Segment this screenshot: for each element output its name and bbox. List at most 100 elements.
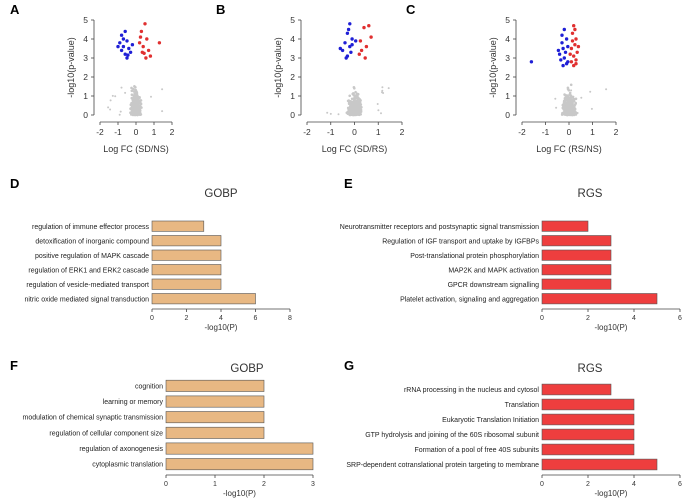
y-axis-label: -log10(p-value) (66, 37, 76, 98)
gray-point (352, 102, 356, 106)
bar (165, 442, 314, 455)
category-label: cognition (135, 383, 163, 390)
point-down (560, 41, 564, 45)
point-down (119, 48, 124, 53)
axes (513, 19, 617, 125)
x-tick-label: -1 (114, 127, 122, 137)
point-down (119, 33, 124, 37)
point-down (126, 53, 130, 57)
point-up (574, 37, 578, 41)
gray-point (134, 88, 137, 92)
gray-point (352, 94, 355, 97)
gray-point (111, 94, 114, 97)
gray-point (554, 97, 557, 100)
x-axis-label: Log FC (SD/RS) (322, 144, 388, 154)
point-down (556, 48, 561, 53)
point-down (350, 43, 354, 47)
point-up (141, 44, 145, 49)
panel-label: A (10, 2, 20, 17)
point-up (144, 56, 148, 60)
gray-point (569, 107, 572, 111)
category-label: regulation of immune effector process (32, 224, 149, 231)
axes (541, 308, 681, 312)
gray-point (570, 89, 573, 92)
point-down (557, 52, 562, 56)
point-up (362, 25, 366, 30)
point-down (561, 63, 565, 68)
y-tick-label: 0 (83, 110, 88, 120)
chart-title: RGS (578, 363, 603, 375)
point-up (574, 58, 578, 62)
gray-point (568, 104, 571, 108)
gray-point (355, 108, 359, 112)
point-down (349, 50, 353, 54)
nonsignificant-points (107, 85, 164, 117)
gray-point (590, 107, 593, 110)
gray-point (358, 113, 361, 117)
gray-point (574, 97, 578, 101)
bar (541, 458, 658, 471)
y-axis-label: -log10(p-value) (273, 37, 283, 98)
x-tick-label: 1 (376, 127, 381, 137)
series-down (116, 29, 135, 60)
axes (91, 19, 173, 125)
point-up (137, 41, 142, 45)
category-label: GPCR downstream signalling (448, 282, 540, 289)
gray-point (387, 87, 390, 90)
panel-label: B (216, 2, 225, 17)
gray-point (376, 103, 379, 105)
gray-point (564, 94, 568, 97)
gray-point (381, 86, 384, 89)
y-tick-label: 0 (505, 110, 510, 120)
gray-point (561, 103, 565, 107)
gray-point (570, 113, 573, 117)
panel-label: F (10, 358, 18, 373)
point-down (563, 50, 568, 54)
gray-point (138, 96, 141, 99)
panel-g: G RGS rRNA processing in the nucleus and c… (344, 358, 682, 498)
point-down (127, 46, 131, 51)
y-tick-label: 3 (83, 53, 88, 63)
panel-label: G (344, 358, 354, 373)
gray-point (352, 100, 356, 103)
point-up (573, 43, 577, 47)
gray-point (132, 103, 136, 106)
gray-point (132, 108, 136, 111)
x-tick-label: 4 (632, 481, 636, 488)
point-down (346, 27, 351, 32)
x-tick-label: 2 (400, 127, 405, 137)
x-tick-label: -2 (96, 127, 104, 137)
point-down (348, 22, 352, 26)
y-tick-label: 1 (290, 91, 295, 101)
nonsignificant-points (326, 86, 390, 117)
bar (541, 235, 612, 247)
point-up (367, 24, 371, 28)
gray-point (150, 95, 152, 98)
bar (541, 398, 635, 411)
x-tick-label: 1 (590, 127, 595, 137)
gray-point (563, 97, 567, 100)
point-down (560, 33, 564, 37)
gray-point (131, 98, 134, 102)
point-down (116, 44, 120, 49)
category-label: regulation of vesicle-mediated transport (26, 282, 149, 289)
category-label: regulation of ERK1 and ERK2 cascade (28, 267, 149, 274)
panel-label: E (344, 176, 353, 191)
panel-c: C 0 1 2 3 4 5 -2 -1 0 1 2 Log FC (RS/NS) -log10(p-val… (406, 2, 619, 154)
category-label: rRNA processing in the nucleus and cytos… (404, 387, 539, 394)
gray-point (352, 109, 356, 112)
gray-point (573, 113, 576, 116)
x-tick-label: 6 (678, 315, 682, 322)
x-tick-label: 2 (614, 127, 619, 137)
x-tick-label: 0 (567, 127, 572, 137)
bar (541, 428, 635, 441)
point-up (359, 48, 364, 53)
bar (541, 383, 612, 396)
panel-b: B 0 1 2 3 4 5 -2 -1 0 1 2 Log FC (SD/RS) -log10(p-val… (216, 2, 405, 154)
gray-point (130, 112, 134, 116)
gray-point (135, 99, 139, 103)
bar (151, 264, 222, 276)
x-tick-label: 4 (632, 315, 636, 322)
bar (151, 293, 256, 305)
gray-point (350, 112, 354, 116)
